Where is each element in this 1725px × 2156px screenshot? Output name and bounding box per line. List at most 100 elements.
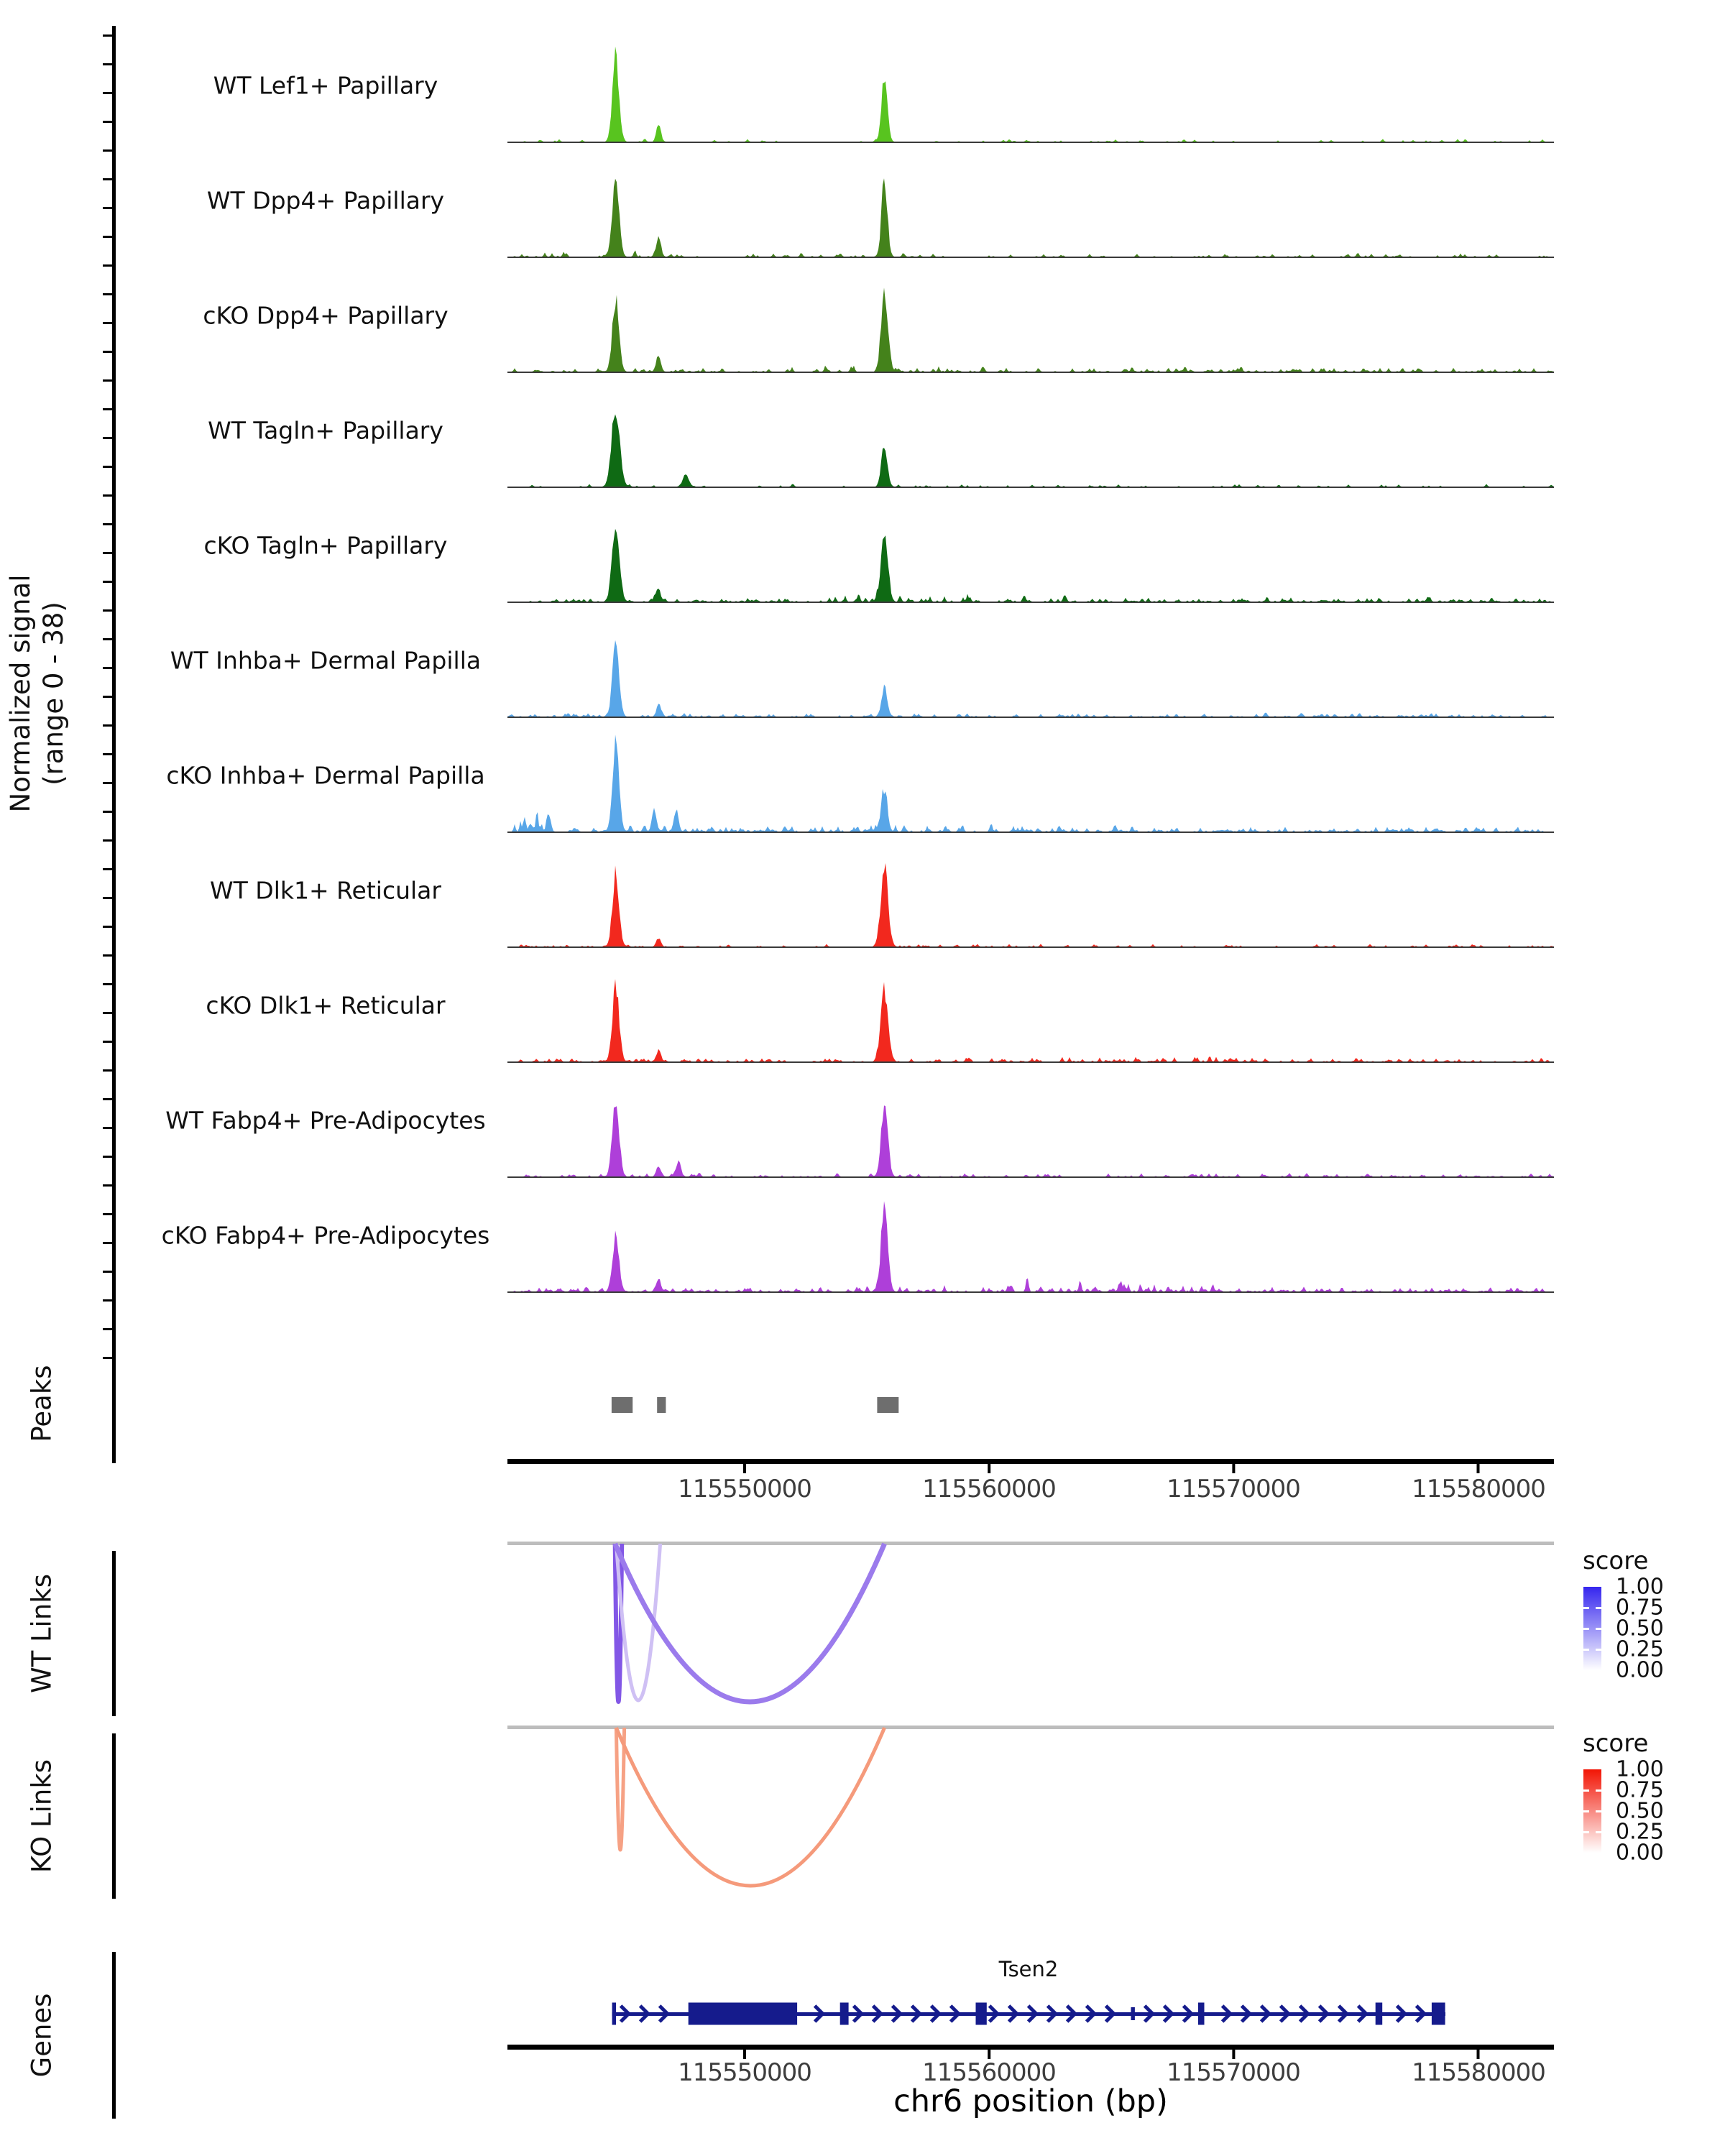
gene-strand-arrow-icon bbox=[1259, 2004, 1272, 2023]
y-axis-tick bbox=[103, 293, 112, 295]
genome-axis-tick bbox=[1232, 1464, 1236, 1473]
y-axis-tick bbox=[103, 696, 112, 698]
gene-exon bbox=[840, 2002, 849, 2025]
y-axis-tick bbox=[103, 236, 112, 238]
y-axis-tick bbox=[103, 207, 112, 209]
y-axis-tick bbox=[103, 667, 112, 669]
gene-strand-arrow-icon bbox=[1298, 2004, 1311, 2023]
coverage-area-track-10 bbox=[507, 1105, 1554, 1176]
y-axis-tick bbox=[103, 1069, 112, 1072]
track-baseline bbox=[507, 1291, 1554, 1293]
legend-tick-label: 0.00 bbox=[1616, 1840, 1664, 1866]
y-axis-tick bbox=[103, 379, 112, 382]
track-baseline bbox=[507, 372, 1554, 373]
y-axis-tick bbox=[103, 322, 112, 324]
coverage-area-track-3 bbox=[507, 287, 1554, 372]
gene-strand-arrow-icon bbox=[1240, 2004, 1253, 2023]
y-axis-tick bbox=[103, 1299, 112, 1302]
gene-exon bbox=[1131, 2007, 1135, 2020]
legend-bar-tick bbox=[1596, 1810, 1601, 1812]
coverage-area-track-2 bbox=[507, 178, 1554, 257]
gene-name-label: Tsen2 bbox=[998, 1957, 1059, 1981]
gene-strand-arrow-icon bbox=[949, 2004, 962, 2023]
x-axis-title: chr6 position (bp) bbox=[893, 2083, 1168, 2119]
y-axis-tick bbox=[103, 63, 112, 65]
y-axis-tick bbox=[103, 782, 112, 784]
y-axis-tick bbox=[103, 552, 112, 554]
gene-strand-arrow-icon bbox=[1414, 2004, 1427, 2023]
track-label: WT Lef1+ Papillary bbox=[213, 71, 438, 100]
y-axis-tick bbox=[103, 1098, 112, 1100]
genome-tick-label: 115550000 bbox=[678, 1475, 812, 1503]
legend-bar-tick bbox=[1583, 1607, 1589, 1609]
gene-strand-arrow-icon bbox=[910, 2004, 923, 2023]
y-axis-tick bbox=[103, 954, 112, 957]
peak-box bbox=[611, 1397, 633, 1413]
track-label: cKO Dlk1+ Reticular bbox=[206, 991, 446, 1020]
track-label: WT Dlk1+ Reticular bbox=[210, 876, 441, 905]
y-axis-tick bbox=[103, 408, 112, 410]
y-axis-tick bbox=[103, 437, 112, 439]
coverage-area-track-5 bbox=[507, 528, 1554, 602]
gene-strand-arrow-icon bbox=[1279, 2004, 1292, 2023]
legend-bar-tick bbox=[1596, 1607, 1601, 1609]
genome-axis-tick bbox=[743, 1464, 746, 1473]
track-label: cKO Inhba+ Dermal Papilla bbox=[166, 761, 485, 790]
section-label-wt-links: WT Links bbox=[26, 1574, 58, 1693]
legend-bar-tick bbox=[1596, 1628, 1601, 1630]
track-label: cKO Fabp4+ Pre-Adipocytes bbox=[161, 1221, 490, 1250]
y-axis-tick bbox=[103, 581, 112, 583]
gene-strand-arrow-icon bbox=[1317, 2004, 1330, 2023]
y-axis-tick bbox=[103, 638, 112, 640]
track-baseline bbox=[507, 1176, 1554, 1178]
legend-bar-tick bbox=[1583, 1649, 1589, 1651]
track-baseline bbox=[507, 946, 1554, 948]
track-baseline bbox=[507, 602, 1554, 603]
genome-tick-label: 115570000 bbox=[1167, 2058, 1301, 2087]
gene-strand-arrow-icon bbox=[813, 2004, 826, 2023]
legend-tick-label: 1.00 bbox=[1616, 1574, 1664, 1600]
y-axis-tick bbox=[103, 1213, 112, 1215]
y-axis-tick bbox=[103, 34, 112, 37]
genes-guide-line bbox=[112, 1952, 116, 2119]
peak-box bbox=[877, 1397, 899, 1413]
legend-bar-tick bbox=[1596, 1789, 1601, 1792]
y-axis-tick bbox=[103, 149, 112, 152]
legend-bar-tick bbox=[1583, 1789, 1589, 1792]
y-axis-tick bbox=[103, 523, 112, 525]
gene-strand-arrow-icon bbox=[1046, 2004, 1059, 2023]
coverage-area-track-1 bbox=[507, 46, 1554, 142]
gene-strand-arrow-icon bbox=[871, 2004, 884, 2023]
legend-bar-tick bbox=[1596, 1649, 1601, 1651]
y-axis-tick bbox=[103, 178, 112, 180]
gene-strand-arrow-icon bbox=[1104, 2004, 1117, 2023]
gene-strand-arrow-icon bbox=[891, 2004, 903, 2023]
y-axis-tick bbox=[103, 264, 112, 267]
gene-exon bbox=[612, 2002, 616, 2025]
peaks-guide-line bbox=[112, 1344, 116, 1463]
gene-strand-arrow-icon bbox=[1162, 2004, 1175, 2023]
wt-links-guide-line bbox=[112, 1551, 116, 1716]
gene-strand-arrow-icon bbox=[1065, 2004, 1078, 2023]
gene-strand-arrow-icon bbox=[988, 2004, 1000, 2023]
genome-tick-label: 115560000 bbox=[922, 2058, 1057, 2087]
coverage-area-track-11 bbox=[507, 1201, 1554, 1291]
genome-tick-label: 115560000 bbox=[922, 1475, 1057, 1503]
gene-strand-arrow-icon bbox=[1026, 2004, 1039, 2023]
gene-strand-arrow-icon bbox=[852, 2004, 865, 2023]
section-label-genes: Genes bbox=[26, 1993, 58, 2078]
track-baseline bbox=[507, 142, 1554, 143]
y-axis-title-line1: Normalized signal bbox=[5, 574, 36, 813]
track-baseline bbox=[507, 1061, 1554, 1063]
legend-tick-label: 0.50 bbox=[1616, 1798, 1664, 1824]
coverage-area-track-4 bbox=[507, 414, 1554, 487]
genome-tick-label: 115580000 bbox=[1412, 1475, 1546, 1503]
gene-strand-arrow-icon bbox=[1337, 2004, 1350, 2023]
track-label: WT Dpp4+ Papillary bbox=[206, 186, 445, 215]
gene-strand-arrow-icon bbox=[1143, 2004, 1156, 2023]
track-baseline bbox=[507, 831, 1554, 833]
ko-links-guide-line bbox=[112, 1733, 116, 1899]
y-axis-title: Normalized signal (range 0 - 38) bbox=[4, 574, 70, 812]
link-arc bbox=[612, 1542, 887, 1705]
